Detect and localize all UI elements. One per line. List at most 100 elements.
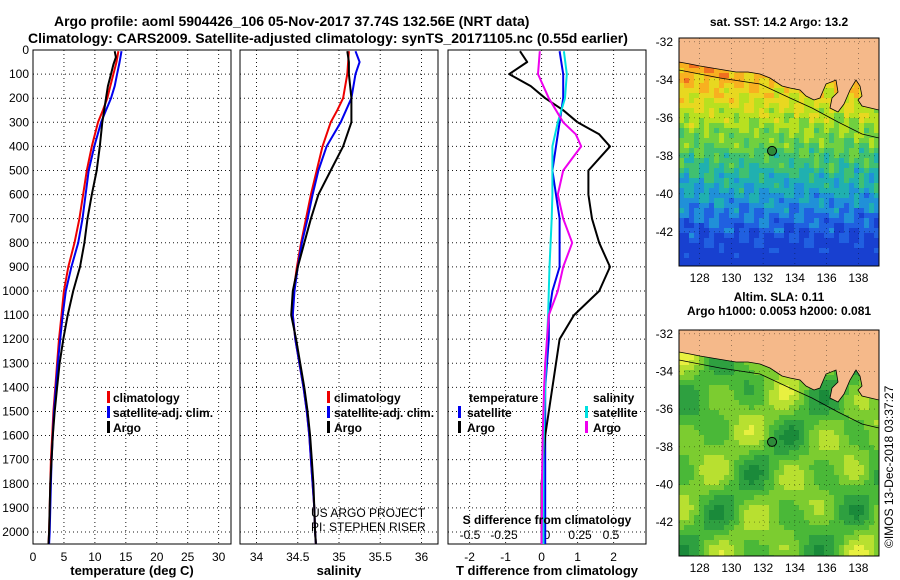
sst-cell	[729, 238, 734, 243]
sla-cell	[779, 475, 784, 480]
sst-cell	[724, 148, 729, 153]
sla-cell	[769, 370, 774, 375]
sla-cell	[784, 510, 789, 515]
sst-cell	[869, 163, 874, 168]
sst-cell	[819, 148, 824, 153]
sst-cell	[829, 233, 834, 238]
sst-cell	[784, 108, 789, 113]
sla-cell	[694, 445, 699, 450]
sst-cell	[739, 253, 744, 258]
sla-cell	[724, 460, 729, 465]
sst-cell	[854, 253, 859, 258]
sla-cell	[729, 390, 734, 395]
sst-cell	[709, 183, 714, 188]
sst-cell	[689, 73, 694, 78]
sst-cell	[744, 168, 749, 173]
sla-cell	[864, 510, 869, 515]
sla-cell	[714, 380, 719, 385]
sst-cell	[839, 143, 844, 148]
sst-cell	[819, 173, 824, 178]
sst-cell	[679, 258, 684, 263]
sla-cell	[764, 470, 769, 475]
sst-cell	[764, 243, 769, 248]
sst-cell	[729, 153, 734, 158]
sla-cell	[834, 520, 839, 525]
sst-cell	[794, 178, 799, 183]
sla-cell	[734, 470, 739, 475]
sst-cell	[774, 98, 779, 103]
sla-cell	[744, 370, 749, 375]
sst-cell	[779, 123, 784, 128]
sst-cell	[854, 138, 859, 143]
sla-cell	[679, 430, 684, 435]
sst-cell	[764, 178, 769, 183]
sst-cell	[864, 193, 869, 198]
sla-cell	[829, 525, 834, 530]
sst-cell	[739, 113, 744, 118]
sst-cell	[729, 103, 734, 108]
sla-cell	[699, 385, 704, 390]
sst-cell	[754, 108, 759, 113]
sst-cell	[739, 263, 744, 266]
sla-cell	[704, 395, 709, 400]
sst-cell	[694, 83, 699, 88]
sst-cell	[684, 183, 689, 188]
sla-cell	[829, 385, 834, 390]
sst-cell	[734, 163, 739, 168]
sla-cell	[784, 390, 789, 395]
sst-cell	[789, 123, 794, 128]
sst-cell	[749, 198, 754, 203]
sla-cell	[864, 525, 869, 530]
sla-cell	[714, 430, 719, 435]
sla-cell	[794, 450, 799, 455]
sla-cell	[689, 375, 694, 380]
sst-cell	[744, 143, 749, 148]
sla-cell	[739, 470, 744, 475]
legend-title-temperature: temperature	[469, 391, 539, 405]
sst-cell	[874, 108, 879, 113]
sla-cell	[784, 415, 789, 420]
sla-cell	[754, 525, 759, 530]
sst-cell	[759, 168, 764, 173]
sst-cell	[764, 148, 769, 153]
sla-cell	[779, 440, 784, 445]
sst-cell	[834, 228, 839, 233]
sla-cell	[874, 455, 879, 460]
sla-cell	[704, 425, 709, 430]
sst-cell	[834, 223, 839, 228]
sst-cell	[754, 88, 759, 93]
sst-cell	[844, 213, 849, 218]
sla-cell	[804, 470, 809, 475]
sla-cell	[844, 475, 849, 480]
sla-cell	[779, 380, 784, 385]
sst-cell	[784, 98, 789, 103]
sla-cell	[814, 465, 819, 470]
sla-cell	[784, 435, 789, 440]
sla-cell	[814, 495, 819, 500]
sla-cell	[744, 375, 749, 380]
sla-cell	[869, 495, 874, 500]
sla-cell	[684, 520, 689, 525]
sla-cell	[714, 545, 719, 550]
legend-swatch-s-satellite	[585, 406, 588, 418]
sst-cell	[859, 153, 864, 158]
sst-cell	[754, 118, 759, 123]
sla-cell	[724, 520, 729, 525]
sst-cell	[814, 253, 819, 258]
sst-cell	[794, 173, 799, 178]
sst-cell	[759, 148, 764, 153]
sst-cell	[774, 158, 779, 163]
sla-cell	[819, 460, 824, 465]
sla-cell	[729, 370, 734, 375]
sst-cell	[724, 188, 729, 193]
sst-cell	[789, 193, 794, 198]
sla-cell	[839, 525, 844, 530]
sla-cell	[844, 405, 849, 410]
sla-cell	[854, 515, 859, 520]
sst-cell	[819, 118, 824, 123]
sla-cell	[874, 460, 879, 465]
sla-cell	[744, 460, 749, 465]
sst-cell	[734, 223, 739, 228]
sla-cell	[744, 540, 749, 545]
sst-cell	[869, 193, 874, 198]
